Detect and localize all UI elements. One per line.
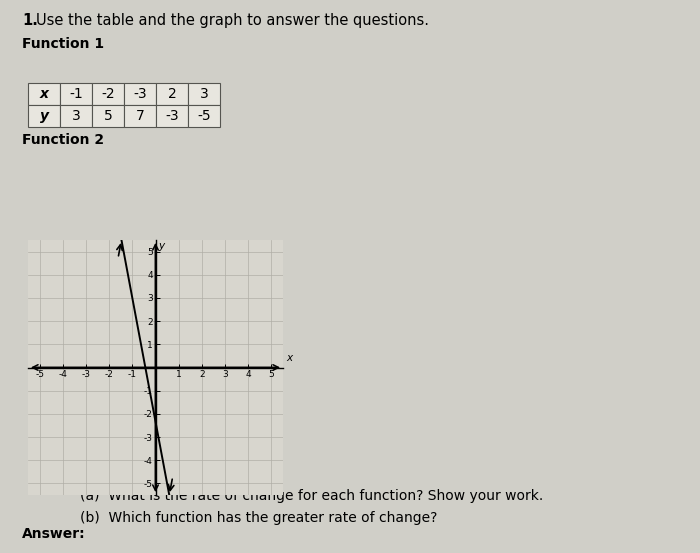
Text: Use the table and the graph to answer the questions.: Use the table and the graph to answer th… [36,13,429,28]
Text: -1: -1 [69,87,83,101]
Text: (b)  Which function has the greater rate of change?: (b) Which function has the greater rate … [80,511,438,525]
Text: -2: -2 [102,87,115,101]
Text: 3: 3 [199,87,209,101]
Text: x: x [39,87,48,101]
Bar [156,105,188,127]
Text: x: x [286,353,293,363]
Bar [124,83,156,105]
Text: y: y [39,109,48,123]
Bar [28,83,60,105]
Text: 7: 7 [136,109,144,123]
Text: -3: -3 [165,109,178,123]
Text: 1.: 1. [22,13,38,28]
Bar [92,83,124,105]
Bar [92,105,124,127]
Text: Function 1: Function 1 [22,37,104,51]
Text: 2: 2 [167,87,176,101]
Bar [60,105,92,127]
Text: 5: 5 [104,109,113,123]
Text: -5: -5 [197,109,211,123]
Text: y: y [158,241,164,251]
Bar [28,105,60,127]
Bar [124,105,156,127]
Bar [60,83,92,105]
Text: Function 2: Function 2 [22,133,104,147]
Text: (a)  What is the rate of change for each function? Show your work.: (a) What is the rate of change for each … [80,489,543,503]
Text: 3: 3 [71,109,80,123]
Bar [188,105,220,127]
Text: -3: -3 [133,87,147,101]
Text: Answer:: Answer: [22,527,85,541]
Bar [188,83,220,105]
Bar [156,83,188,105]
